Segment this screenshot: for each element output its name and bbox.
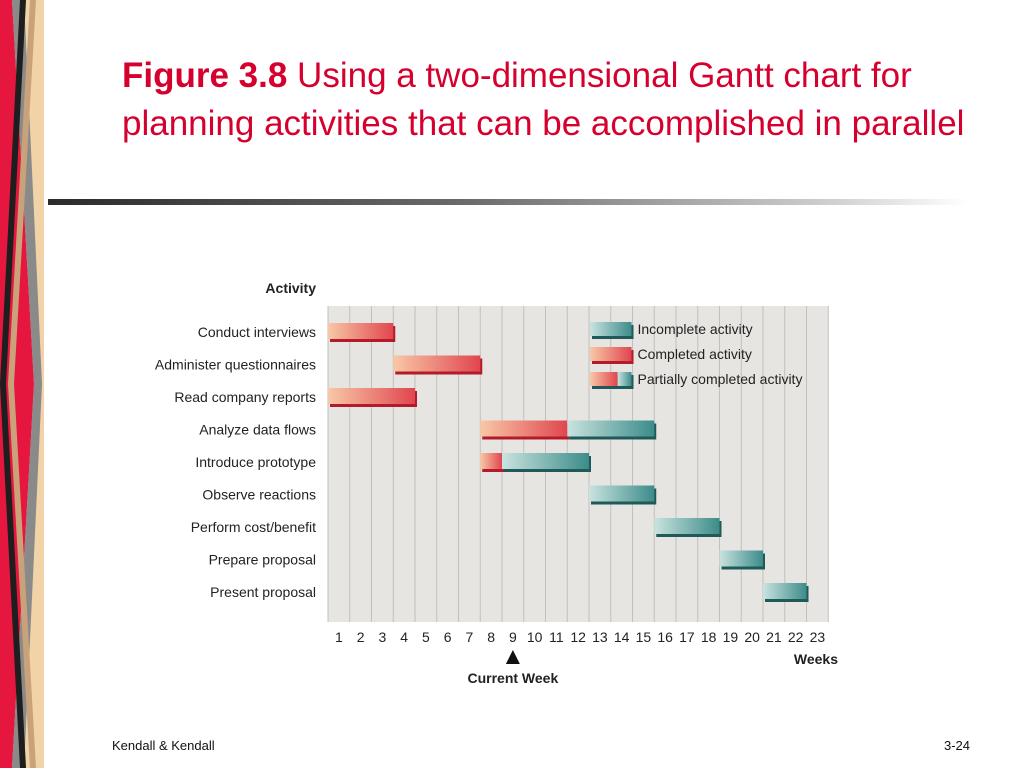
activity-label: Analyze data flows <box>199 422 316 438</box>
legend-swatch-completed <box>590 347 632 361</box>
x-tick-label: 4 <box>400 629 408 645</box>
incomplete-segment <box>654 518 722 537</box>
x-tick-label: 18 <box>701 629 717 645</box>
x-tick-label: 11 <box>549 629 564 645</box>
x-tick-label: 16 <box>657 629 673 645</box>
legend-label: Partially completed activity <box>638 371 803 387</box>
current-week-marker: Current Week <box>467 650 558 686</box>
x-tick-label: 10 <box>527 629 543 645</box>
incomplete-segment-fill <box>719 550 763 567</box>
legend-swatch-incomplete <box>590 322 632 336</box>
completed-segment <box>328 323 396 342</box>
activity-label: Prepare proposal <box>209 552 316 568</box>
incomplete-segment-fill <box>589 485 655 502</box>
x-tick-label: 9 <box>509 629 517 645</box>
legend-swatch-partial-incomplete <box>617 372 632 386</box>
incomplete-segment-fill <box>763 583 807 599</box>
incomplete-segment <box>567 420 657 440</box>
activity-labels: Conduct interviews Administer questionnai… <box>155 324 316 600</box>
completed-segment-fill <box>393 355 481 372</box>
x-tick-label: 3 <box>378 629 386 645</box>
x-tick-label: 20 <box>744 629 760 645</box>
incomplete-segment <box>719 550 765 570</box>
completed-segment <box>328 388 417 407</box>
x-axis: 1 2 3 4 5 6 7 8 9 10 11 12 13 14 15 16 17 18 19 20 21 22 23 <box>335 629 825 645</box>
incomplete-segment-fill <box>567 420 655 437</box>
gantt-bars <box>328 323 809 602</box>
x-tick-label: 1 <box>335 629 343 645</box>
legend-item: Completed activity <box>590 346 752 364</box>
title-divider <box>48 199 968 205</box>
incomplete-segment-fill <box>502 453 589 469</box>
legend-label: Incomplete activity <box>638 321 753 337</box>
completed-segment-fill <box>480 453 502 469</box>
x-tick-label: 22 <box>788 629 804 645</box>
incomplete-segment <box>589 485 657 505</box>
activity-label: Administer questionnaires <box>155 357 316 373</box>
x-tick-label: 14 <box>614 629 630 645</box>
activity-label: Read company reports <box>174 389 316 405</box>
completed-segment-fill <box>328 323 394 339</box>
legend-item: Incomplete activity <box>590 321 753 339</box>
completed-segment-fill <box>480 420 568 437</box>
slide-title: Figure 3.8 Using a two-dimensional Gantt… <box>122 52 1002 148</box>
footer-author: Kendall & Kendall <box>112 738 215 753</box>
x-tick-label: 17 <box>679 629 695 645</box>
x-tick-label: 6 <box>444 629 452 645</box>
incomplete-segment <box>763 583 809 602</box>
x-axis-label: Weeks <box>794 651 838 667</box>
x-tick-label: 19 <box>723 629 739 645</box>
legend-swatch-partial-completed <box>590 372 618 386</box>
activity-label: Present proposal <box>210 584 316 600</box>
gantt-chart: Activity Conduct interviews Administer qu… <box>155 280 838 686</box>
side-decoration <box>0 0 44 768</box>
incomplete-segment-fill <box>654 518 720 534</box>
completed-segment <box>480 453 504 472</box>
x-tick-label: 8 <box>487 629 495 645</box>
activity-label: Observe reactions <box>202 487 316 503</box>
x-tick-label: 2 <box>357 629 365 645</box>
x-tick-label: 21 <box>766 629 782 645</box>
legend-item: Partially completed activity <box>590 371 802 389</box>
x-tick-label: 15 <box>636 629 652 645</box>
figure-caption: Using a two-dimensional Gantt chart for … <box>122 56 965 143</box>
legend-label: Completed activity <box>638 346 752 362</box>
x-tick-label: 12 <box>570 629 586 645</box>
current-week-label: Current Week <box>467 670 558 686</box>
activity-label: Introduce prototype <box>195 454 316 470</box>
activity-label: Conduct interviews <box>198 324 316 340</box>
x-tick-label: 13 <box>592 629 608 645</box>
incomplete-segment <box>502 453 591 472</box>
y-axis-header: Activity <box>265 280 316 296</box>
slide-number: 3-24 <box>943 738 970 753</box>
current-week-arrow <box>505 650 520 664</box>
completed-segment <box>480 420 570 440</box>
figure-number: Figure 3.8 <box>122 56 288 95</box>
x-tick-label: 5 <box>422 629 430 645</box>
legend: Incomplete activity Completed activity Par… <box>590 321 802 389</box>
activity-label: Perform cost/benefit <box>191 519 316 535</box>
x-tick-label: 23 <box>810 629 826 645</box>
completed-segment-fill <box>328 388 415 404</box>
x-tick-label: 7 <box>465 629 473 645</box>
completed-segment <box>393 355 483 375</box>
